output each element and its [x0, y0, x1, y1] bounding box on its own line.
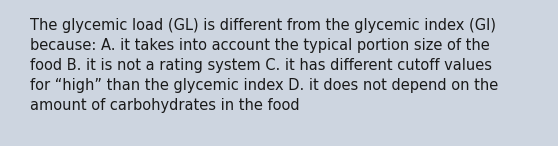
Text: The glycemic load (GL) is different from the glycemic index (GI): The glycemic load (GL) is different from… [30, 18, 496, 33]
Text: for “high” than the glycemic index D. it does not depend on the: for “high” than the glycemic index D. it… [30, 78, 498, 93]
Text: amount of carbohydrates in the food: amount of carbohydrates in the food [30, 98, 300, 113]
Text: because: A. it takes into account the typical portion size of the: because: A. it takes into account the ty… [30, 38, 490, 53]
Text: food B. it is not a rating system C. it has different cutoff values: food B. it is not a rating system C. it … [30, 58, 492, 73]
